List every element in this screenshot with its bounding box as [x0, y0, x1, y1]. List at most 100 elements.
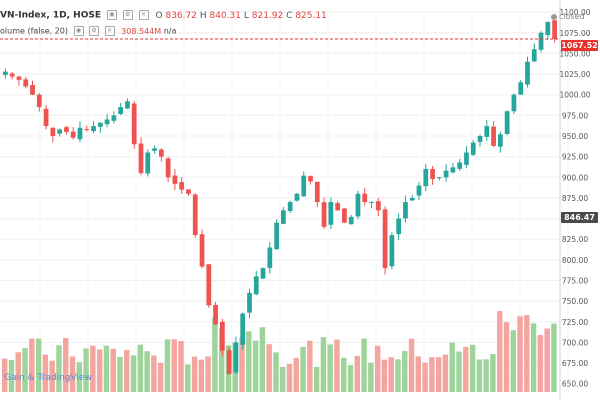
- price-axis[interactable]: 1100.00 1075.00 1050.00 1025.00 1000.00 975.0…: [559, 8, 590, 389]
- volume-bar: [402, 351, 408, 392]
- volume-bar: [83, 348, 89, 392]
- volume-bar: [395, 359, 401, 392]
- volume-bar: [212, 317, 218, 392]
- volume-bar: [157, 362, 164, 392]
- candle-body: [348, 216, 354, 225]
- candle-body: [470, 142, 476, 155]
- candle-body: [328, 202, 334, 225]
- volume-bar: [178, 341, 184, 392]
- volume-bar: [259, 327, 266, 392]
- candle-body: [335, 203, 341, 211]
- volume-bar: [293, 357, 299, 392]
- candle-body: [545, 22, 551, 36]
- candle-body: [450, 167, 456, 173]
- volume-bar: [49, 360, 55, 392]
- chart-header: VN-Index, 1D, HOSE ◉ ⚙ × O 836.72 H 840.…: [0, 10, 327, 21]
- candle-body: [247, 292, 252, 313]
- volume-bar: [15, 352, 21, 392]
- status-dot-icon: [551, 13, 557, 20]
- volume-bar: [510, 330, 516, 392]
- symbol-title[interactable]: VN-Index, 1D, HOSE: [0, 10, 101, 21]
- tradingview-logo[interactable]: Gain & TradingView: [4, 373, 92, 383]
- volume-bar: [490, 354, 496, 392]
- volume-label[interactable]: olume (false, 20): [0, 26, 68, 36]
- volume-bar: [42, 354, 49, 392]
- volume-bar: [124, 349, 130, 392]
- candle-body: [30, 85, 35, 95]
- candle-body: [389, 235, 395, 267]
- candle-body: [525, 61, 530, 85]
- volume-bar: [456, 351, 462, 392]
- price-candles: [3, 20, 557, 375]
- volume-header: olume (false, 20) ◉ ⚙ × 308.544M n/a: [0, 26, 176, 36]
- volume-bar: [218, 328, 225, 392]
- volume-bar: [164, 339, 171, 392]
- candle-body: [219, 321, 225, 351]
- volume-bar: [63, 338, 69, 392]
- price-tick-label: 775.00: [562, 277, 588, 286]
- last-price-label: 1067.52: [561, 40, 598, 51]
- candle-body: [16, 76, 22, 80]
- volume-bar: [435, 357, 442, 392]
- candle-body: [226, 350, 232, 374]
- candle-body: [287, 202, 293, 212]
- volume-bar: [90, 345, 96, 392]
- candle-body: [342, 208, 347, 223]
- price-tick-label: 950.00: [562, 132, 588, 141]
- close-icon[interactable]: ×: [138, 10, 149, 20]
- candle-body: [362, 193, 368, 203]
- candle-body: [36, 94, 42, 108]
- volume-bar: [137, 344, 144, 392]
- volume-bar: [35, 338, 42, 392]
- price-tick-label: 800.00: [562, 256, 588, 265]
- volume-bar: [544, 328, 550, 392]
- candle-body: [396, 218, 402, 235]
- candle-body: [552, 20, 557, 39]
- candle-body: [91, 126, 96, 132]
- volume-value: 308.544M: [121, 26, 162, 36]
- crosshair-price-label: 846.47: [561, 212, 598, 223]
- volume-bar: [22, 348, 28, 392]
- volume-bar: [483, 359, 489, 392]
- volume-bar: [130, 355, 137, 392]
- settings-icon[interactable]: ⚙: [89, 26, 100, 36]
- volume-bar: [449, 342, 455, 392]
- eye-icon[interactable]: ◉: [73, 26, 84, 36]
- volume-bar: [266, 344, 272, 392]
- price-tick-label: 1000.00: [559, 91, 590, 100]
- volume-bar: [286, 364, 293, 392]
- volume-bar: [191, 356, 198, 392]
- volume-bar: [76, 362, 83, 392]
- candle-body: [97, 122, 103, 127]
- volume-bars: [2, 311, 557, 392]
- eye-icon[interactable]: ◉: [106, 10, 117, 20]
- volume-bar: [29, 338, 35, 392]
- candle-body: [158, 149, 164, 157]
- volume-bar: [205, 356, 211, 392]
- candle-body: [464, 152, 469, 165]
- candle-body: [131, 103, 137, 145]
- close-icon[interactable]: ×: [104, 26, 115, 36]
- candle-body: [111, 115, 117, 121]
- volume-bar: [320, 337, 327, 392]
- candle-body: [186, 189, 191, 194]
- volume-bar: [273, 352, 279, 392]
- candle-body: [260, 268, 266, 279]
- candle-body: [43, 108, 49, 127]
- candle-body: [484, 126, 490, 137]
- volume-bar: [361, 338, 367, 392]
- candle-body: [430, 169, 435, 179]
- candle-body: [172, 175, 178, 184]
- settings-icon[interactable]: ⚙: [122, 10, 133, 20]
- volume-bar: [110, 348, 116, 392]
- candle-body: [267, 247, 273, 268]
- volume-bar: [503, 322, 510, 392]
- candle-body: [423, 169, 429, 187]
- volume-bar: [442, 354, 449, 392]
- price-tick-label: 925.00: [562, 153, 588, 162]
- ohlc-values: O 836.72 H 840.31 L 821.92 C 825.11: [155, 10, 327, 21]
- volume-bar: [347, 365, 354, 392]
- candle-body: [382, 209, 388, 269]
- candle-body: [308, 176, 313, 182]
